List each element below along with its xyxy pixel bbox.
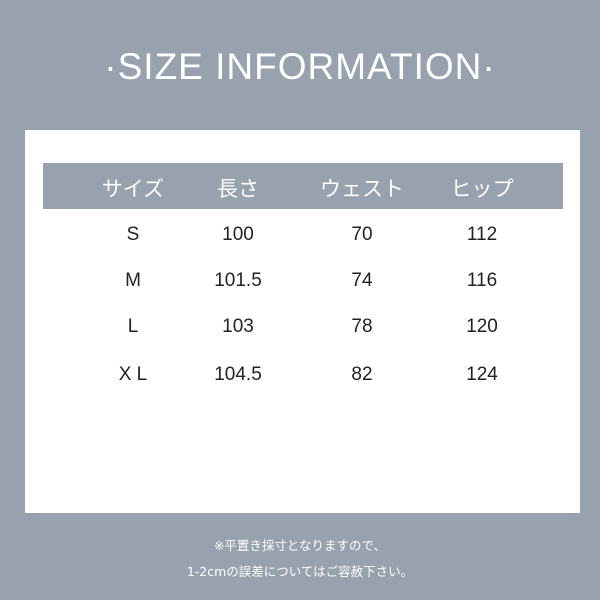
- header-hip: ヒップ: [450, 177, 514, 201]
- header-length: 長さ: [217, 177, 259, 201]
- header-waist: ウェスト: [320, 177, 404, 201]
- cell-length: 104.5: [214, 364, 262, 385]
- cell-length: 101.5: [214, 270, 262, 291]
- cell-size: X L: [118, 364, 148, 385]
- cell-waist: 78: [351, 316, 373, 337]
- cell-waist: 74: [351, 270, 373, 291]
- cell-hip: 124: [466, 364, 498, 385]
- note-line-1: ※平置き採寸となりますので、: [213, 538, 387, 553]
- cell-hip: 120: [466, 316, 498, 337]
- cell-size: L: [127, 316, 139, 337]
- cell-hip: 112: [466, 224, 498, 245]
- note-line-2: 1-2cmの誤差についてはご容赦下さい。: [186, 564, 414, 579]
- cell-size: S: [126, 224, 140, 245]
- cell-waist: 82: [351, 364, 373, 385]
- page-title: ·SIZE INFORMATION·: [104, 46, 496, 87]
- cell-length: 100: [222, 224, 254, 245]
- table-header: サイズ 長さ ウェスト ヒップ: [43, 163, 563, 209]
- header-size: サイズ: [101, 177, 165, 201]
- size-table-card: サイズ 長さ ウェスト ヒップ S 100 70 112 M 101.5 74 116 L 103…: [25, 130, 580, 513]
- cell-hip: 116: [466, 270, 498, 291]
- cell-waist: 70: [351, 224, 373, 245]
- cell-length: 103: [222, 316, 254, 337]
- cell-size: M: [125, 270, 141, 291]
